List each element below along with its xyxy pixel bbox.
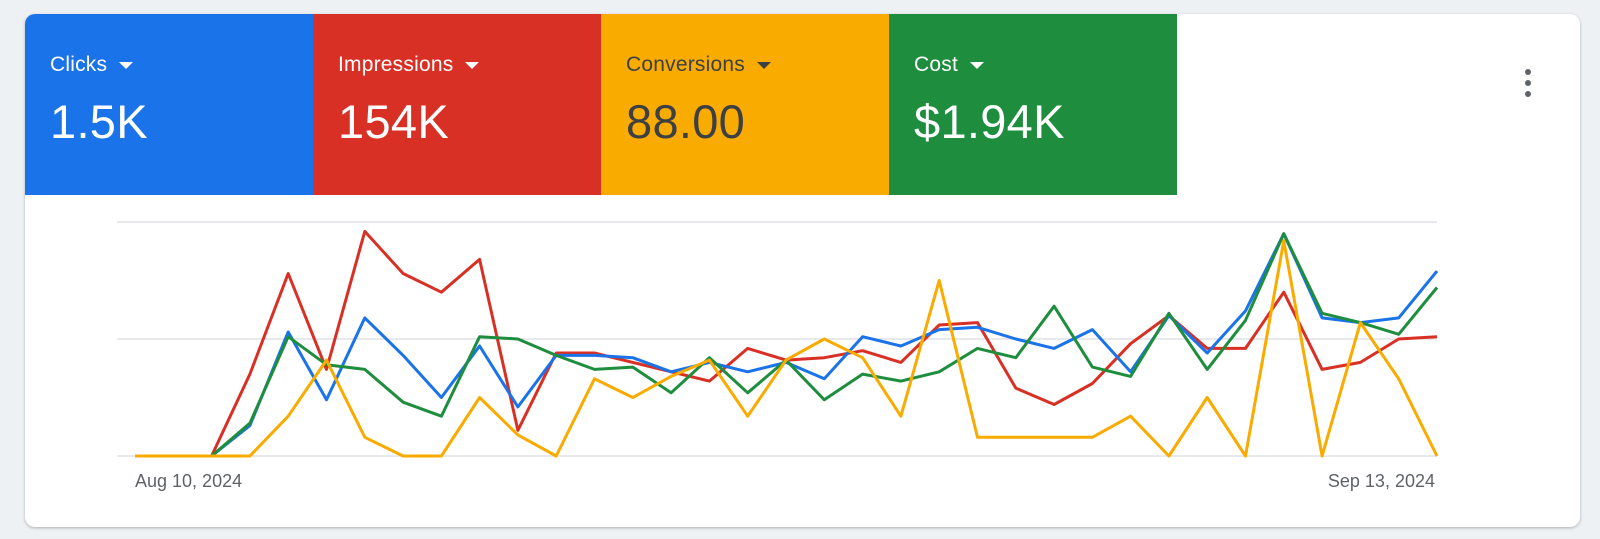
chart-grid: [117, 221, 1437, 457]
dropdown-arrow-icon[interactable]: [465, 61, 480, 69]
metric-tile-clicks[interactable]: Clicks 1.5K: [25, 14, 313, 195]
performance-card: Aug 10, 2024 Sep 13, 2024 Clicks 1.5K Im…: [25, 14, 1580, 527]
metric-label: Clicks: [50, 53, 108, 76]
menu-dot: [1525, 91, 1531, 97]
metric-selector-cost[interactable]: Cost: [914, 53, 1177, 77]
metric-value: $1.94K: [914, 95, 1065, 148]
more-vert-icon[interactable]: [1522, 66, 1534, 100]
metric-tiles: Clicks 1.5K Impressions 154K Conversions…: [25, 14, 1177, 195]
menu-dot: [1525, 69, 1531, 75]
dropdown-arrow-icon[interactable]: [119, 61, 134, 69]
metric-label: Impressions: [338, 53, 454, 76]
dropdown-arrow-icon[interactable]: [969, 61, 984, 69]
series-line-cost: [135, 232, 1439, 458]
dropdown-arrow-icon[interactable]: [756, 61, 771, 69]
performance-line-chart: Aug 10, 2024 Sep 13, 2024: [117, 221, 1439, 491]
chart-lines: [135, 229, 1439, 458]
metric-selector-clicks[interactable]: Clicks: [50, 53, 313, 77]
metric-selector-impressions[interactable]: Impressions: [338, 53, 601, 77]
metric-label: Cost: [914, 53, 958, 76]
series-line-conversions: [135, 239, 1439, 458]
x-axis-start-label: Aug 10, 2024: [135, 471, 242, 491]
metric-value: 154K: [338, 95, 449, 148]
series-line-clicks: [135, 232, 1439, 458]
series-line-impressions: [135, 229, 1438, 458]
metric-tile-impressions[interactable]: Impressions 154K: [313, 14, 601, 195]
metric-label: Conversions: [626, 53, 745, 76]
menu-dot: [1525, 80, 1531, 86]
metric-selector-conversions[interactable]: Conversions: [626, 53, 889, 77]
metric-value: 88.00: [626, 95, 746, 148]
x-axis-end-label: Sep 13, 2024: [1328, 471, 1435, 491]
metric-tile-cost[interactable]: Cost $1.94K: [889, 14, 1177, 195]
metric-value: 1.5K: [50, 95, 148, 148]
metric-tile-conversions[interactable]: Conversions 88.00: [601, 14, 889, 195]
